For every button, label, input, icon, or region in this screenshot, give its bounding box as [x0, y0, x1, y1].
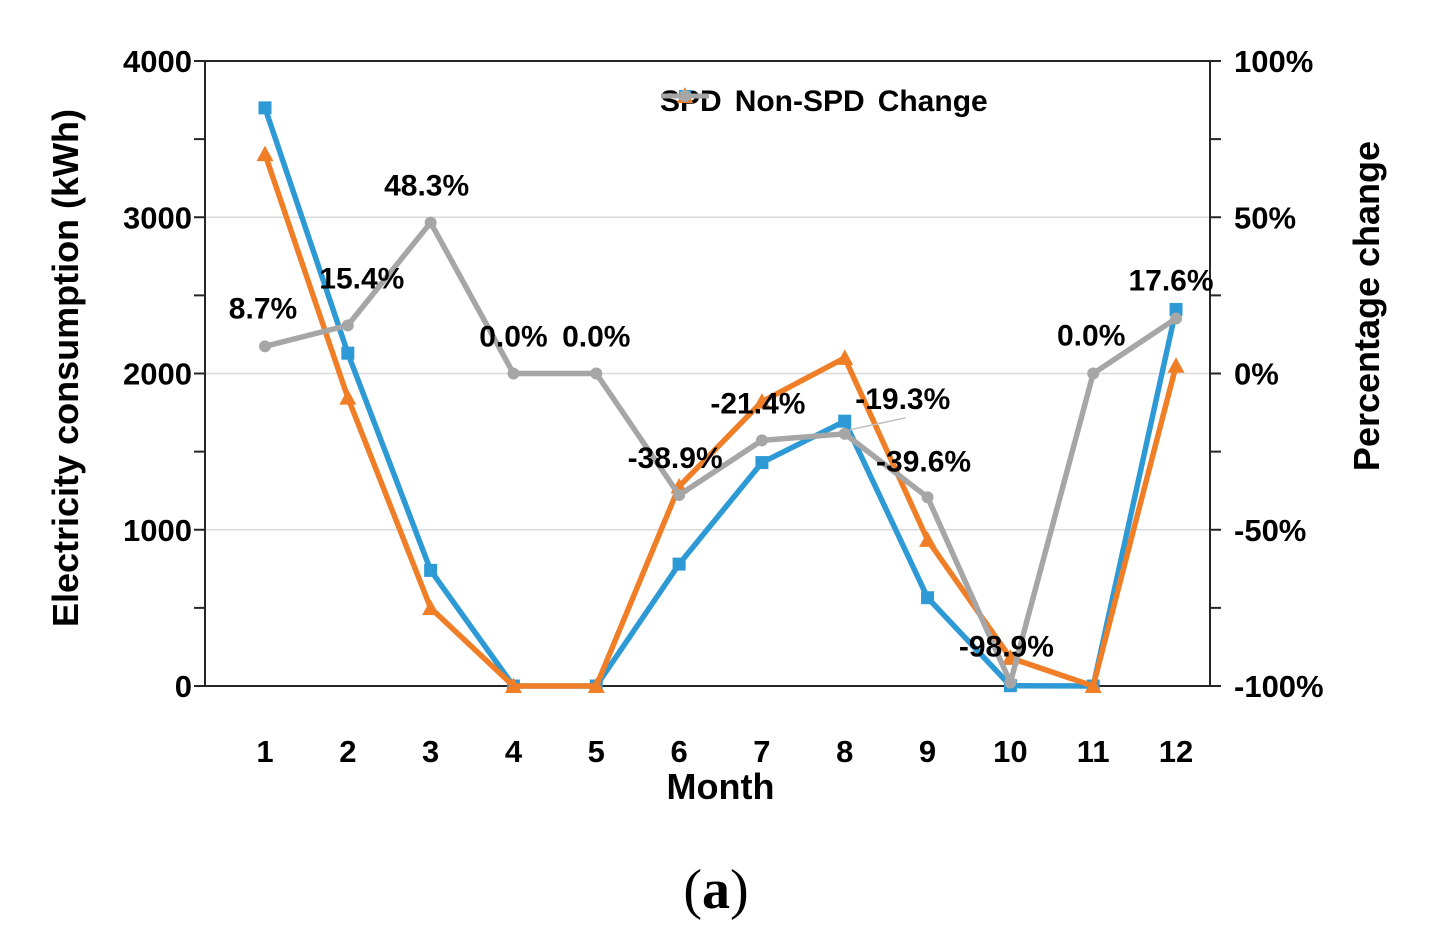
axis-ticks	[194, 60, 1221, 687]
non-spd-marker	[836, 349, 854, 365]
change-marker	[673, 489, 686, 502]
right-tick-label: 50%	[1234, 200, 1296, 235]
legend-label-non-spd: Non-SPD	[734, 85, 865, 118]
data-label: -21.4%	[710, 387, 805, 420]
non-spd-marker	[256, 145, 274, 162]
data-label: -38.9%	[628, 442, 723, 475]
x-tick-label: 6	[670, 734, 687, 769]
non-spd-marker	[1084, 677, 1102, 693]
non-spd-marker	[753, 393, 771, 409]
spd-marker	[838, 414, 852, 428]
x-tick-label: 10	[993, 734, 1027, 769]
x-tick-label: 12	[1159, 734, 1193, 769]
left-tick-label: 2000	[123, 357, 192, 392]
x-tick-label: 3	[422, 734, 439, 769]
caption-close-paren: )	[730, 859, 749, 921]
data-label: -39.6%	[876, 445, 971, 478]
non-spd-marker	[504, 677, 522, 693]
non-spd-marker	[1167, 357, 1185, 373]
x-tick-label: 8	[836, 734, 853, 769]
change-marker	[921, 491, 934, 504]
x-tick-label: 7	[753, 734, 770, 769]
spd-marker	[755, 456, 769, 470]
change-marker	[1087, 367, 1100, 380]
legend-item-change: Change	[661, 85, 988, 119]
spd-marker	[1169, 302, 1183, 316]
right-tick-label: -100%	[1234, 669, 1324, 704]
data-label: 15.4%	[319, 262, 404, 295]
x-tick-label: 2	[339, 734, 356, 769]
label-leader-line	[849, 417, 906, 431]
legend-label-change: Change	[877, 85, 988, 118]
change-marker	[341, 319, 354, 332]
x-tick-label: 5	[588, 734, 605, 769]
change-marker	[1170, 312, 1183, 325]
left-tick-label: 1000	[123, 513, 192, 548]
change-marker	[1004, 676, 1017, 689]
right-tick-label: 0%	[1234, 357, 1279, 392]
series-change	[259, 216, 1183, 689]
spd-line	[262, 105, 1179, 689]
change-legend-marker-icon	[661, 90, 709, 102]
data-label: 17.6%	[1128, 265, 1213, 298]
non-spd-line	[262, 151, 1179, 689]
x-tick-label: 4	[505, 734, 523, 769]
change-marker	[507, 367, 520, 380]
caption-letter: a	[702, 859, 730, 921]
figure-caption: (a)	[0, 858, 1432, 922]
data-label: -19.3%	[855, 383, 950, 416]
change-line	[262, 219, 1179, 686]
data-label: 0.0%	[479, 321, 547, 354]
change-marker	[590, 367, 603, 380]
left-tick-label: 3000	[123, 200, 192, 235]
non-spd-marker	[919, 531, 937, 547]
non-spd-marker	[339, 389, 357, 405]
non-spd-marker	[587, 677, 605, 693]
left-tick-label: 4000	[123, 44, 192, 79]
data-label: 0.0%	[1057, 320, 1125, 353]
change-marker	[424, 216, 437, 229]
change-marker	[755, 434, 768, 447]
y-axis-title-left: Electricity consumption (kWh)	[45, 108, 86, 628]
right-tick-label: 100%	[1234, 44, 1313, 79]
change-marker	[259, 340, 271, 353]
non-spd-marker	[422, 599, 440, 616]
data-label: 0.0%	[562, 321, 630, 354]
spd-marker	[424, 563, 438, 577]
x-tick-label: 11	[1077, 734, 1110, 769]
left-tick-label: 0	[175, 669, 192, 704]
change-marker	[838, 427, 851, 440]
right-tick-label: -50%	[1234, 513, 1306, 548]
y-axis-title-right: Percentage change	[1346, 140, 1387, 472]
data-label: 48.3%	[384, 170, 469, 203]
x-tick-label: 9	[919, 734, 936, 769]
legend-item-non-spd: Non-SPD	[661, 85, 865, 119]
spd-marker	[921, 591, 935, 605]
data-label: -98.9%	[959, 631, 1054, 664]
x-tick-label: 1	[256, 734, 273, 769]
data-labels: 8.7% 15.4% 48.3% 0.0% 0.0% -38.9% -21.4% -19.3%…	[229, 170, 1214, 664]
spd-marker	[341, 346, 355, 360]
spd-marker	[258, 101, 272, 115]
caption-open-paren: (	[683, 859, 702, 921]
x-axis-title: Month	[666, 766, 775, 807]
data-label: 8.7%	[229, 292, 297, 325]
legend: SPD Non-SPD Change	[660, 85, 988, 119]
spd-marker	[672, 557, 686, 571]
